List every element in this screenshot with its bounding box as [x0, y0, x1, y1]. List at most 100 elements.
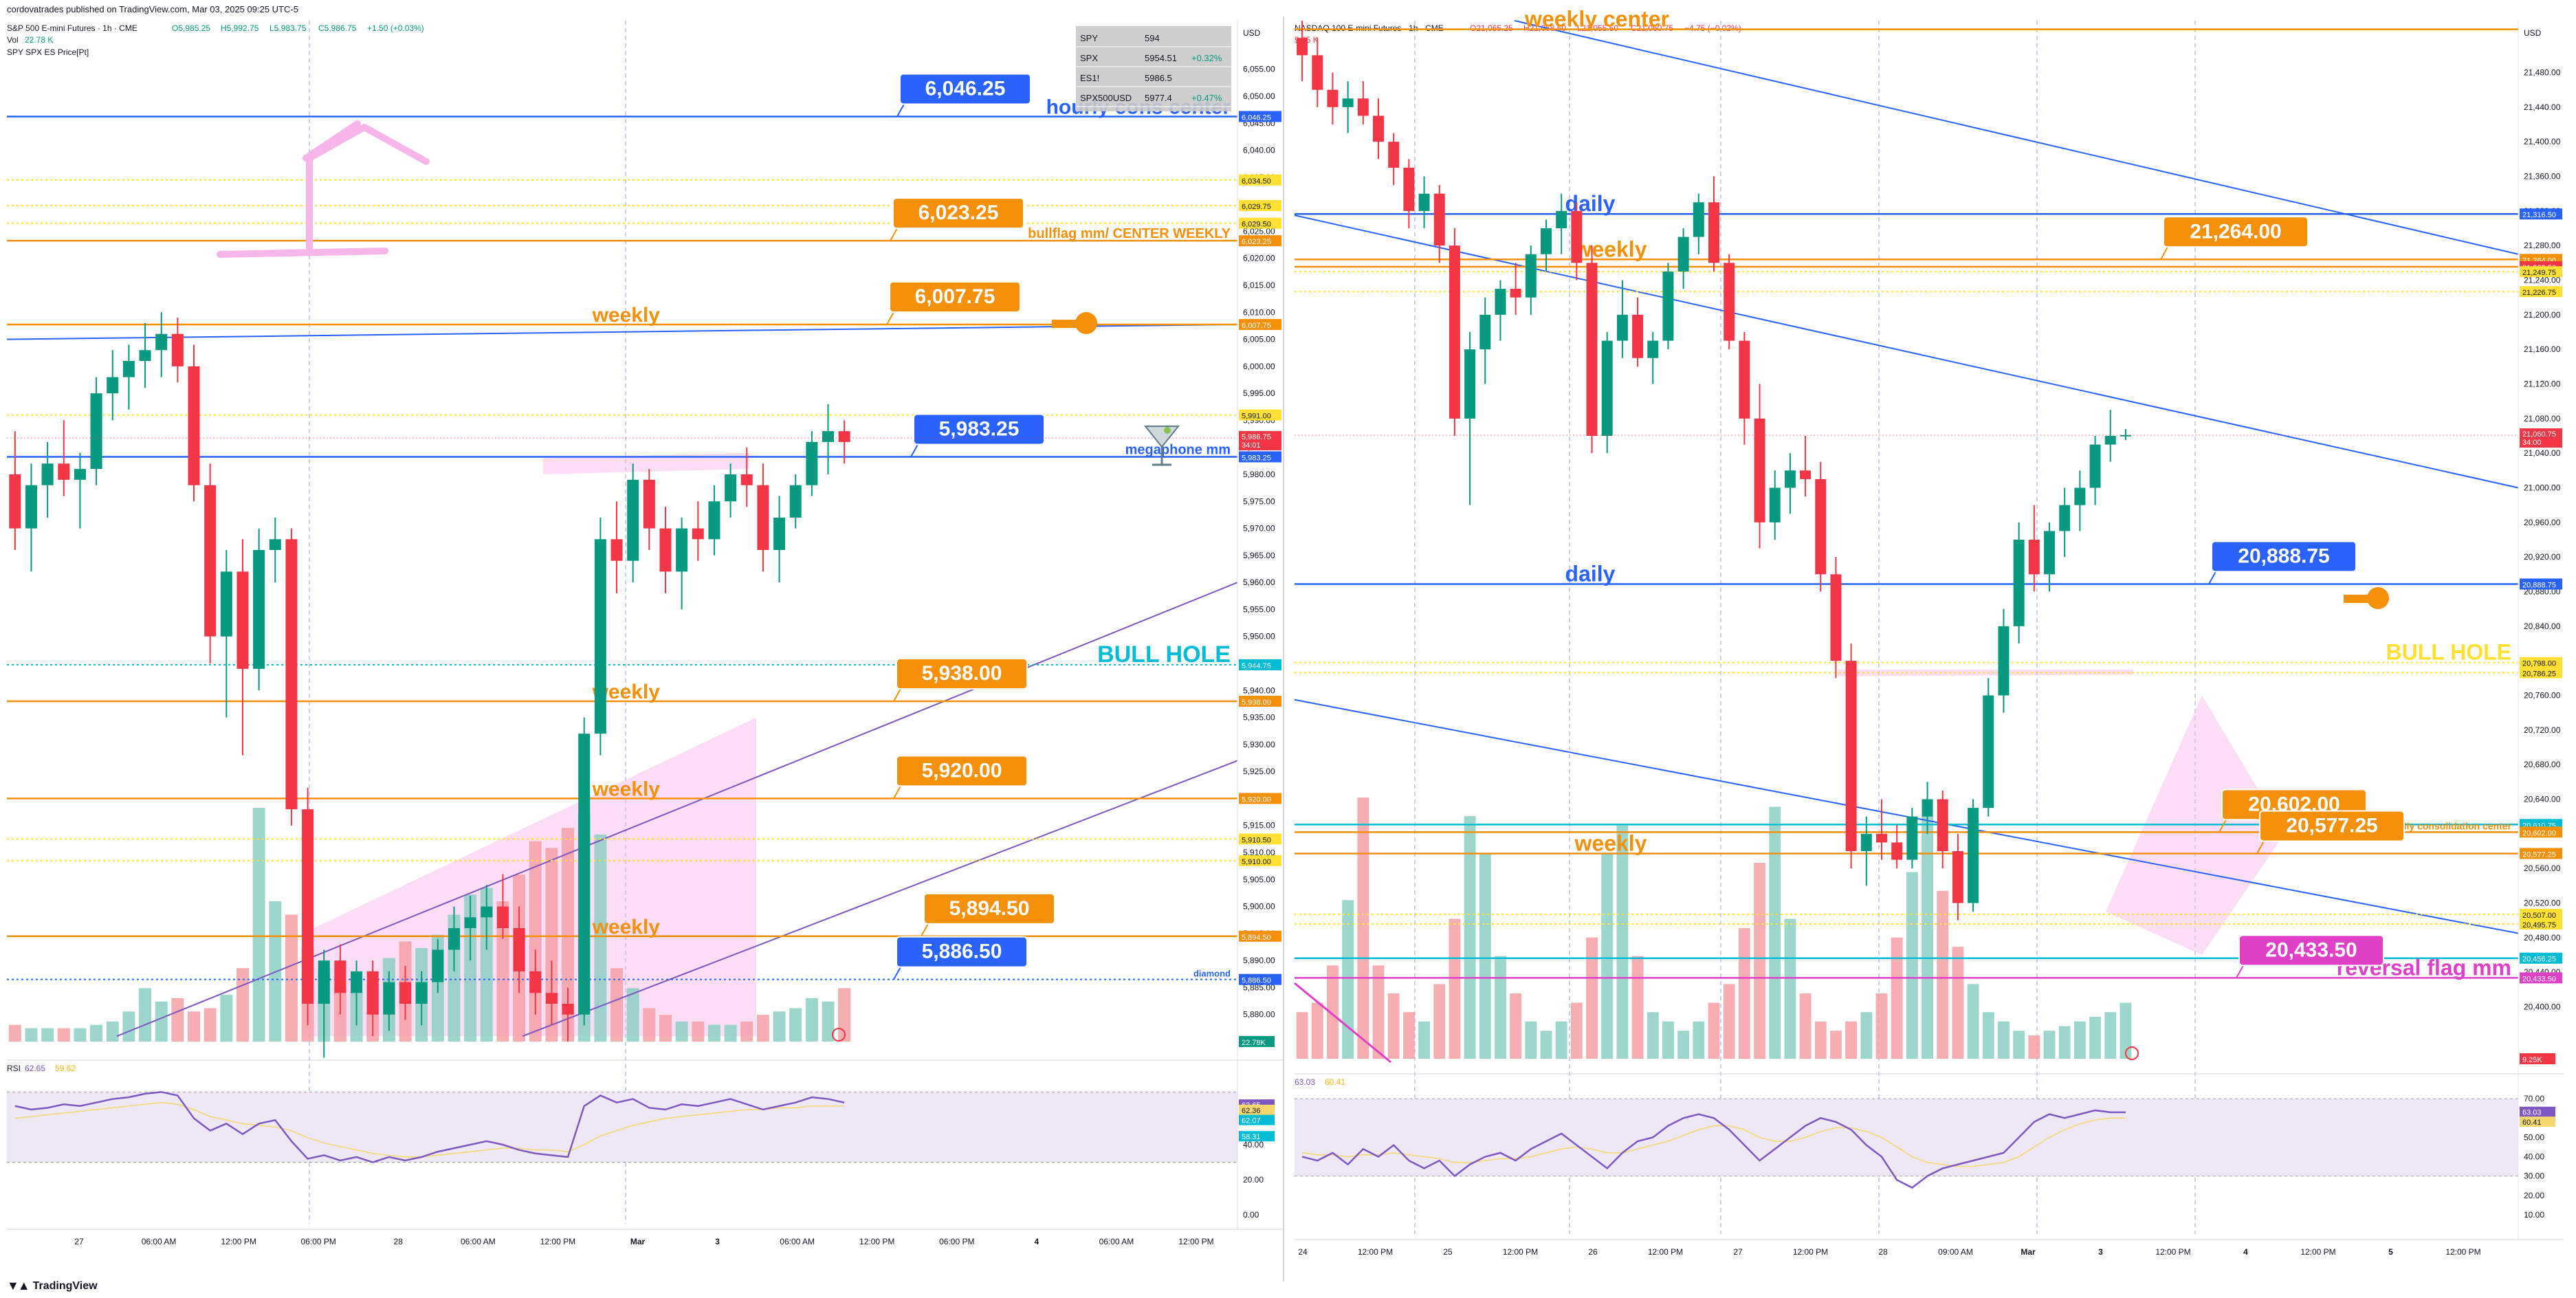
candle-body — [1510, 289, 1521, 298]
axis-price-tag-text: 21,249.75 — [2522, 269, 2556, 277]
price-table-symbol: SPX500USD — [1080, 93, 1132, 103]
candle-body — [236, 571, 249, 669]
axis-price-tag — [2520, 667, 2562, 679]
publish-caption: cordovatrades published on TradingView.c… — [7, 4, 298, 14]
volume-bar — [1311, 1002, 1323, 1059]
x-tick-label: Mar — [630, 1237, 646, 1246]
y-tick-label: 5,880.00 — [1243, 1010, 1275, 1020]
candle-body — [789, 485, 802, 518]
x-tick-label: 12:00 PM — [221, 1237, 256, 1246]
volume-bar — [1570, 1002, 1583, 1059]
candle-body — [838, 431, 850, 442]
candle-body — [610, 539, 623, 561]
axis-price-tag — [2520, 918, 2562, 930]
price-table-value: 5986.5 — [1145, 73, 1172, 83]
ohlc-c: C5,986.75 — [318, 23, 357, 33]
trend-line — [1294, 214, 2519, 489]
volume-bar — [1784, 918, 1796, 1059]
trend-line — [6, 323, 1238, 340]
level-label: bullflag mm/ CENTER WEEKLY — [1028, 226, 1231, 241]
candle-body — [1739, 340, 1750, 419]
rsi-tick-label: 20.00 — [1243, 1175, 1264, 1185]
candle-body — [318, 960, 330, 1004]
x-tick-label: 27 — [1733, 1247, 1743, 1257]
candle-body — [1830, 574, 1842, 661]
rsi-value: 63.03 — [1295, 1077, 1315, 1087]
candle-body — [1754, 418, 1765, 522]
volume-bar — [1738, 928, 1750, 1059]
axis-price-tag-text: 21,316.50 — [2522, 211, 2556, 219]
volume-bar — [155, 1001, 168, 1042]
price-table-value: 594 — [1145, 33, 1160, 43]
magenta-trend-line — [1294, 982, 1391, 1064]
candle-body — [496, 906, 509, 928]
axis-price-tag-text: 6,007.75 — [1242, 322, 1271, 330]
level-label: daily consolidation center — [2392, 820, 2511, 831]
y-tick-label: 20,760.00 — [2524, 691, 2561, 701]
x-tick-label: 27 — [74, 1237, 84, 1246]
axis-price-tag — [1239, 696, 1281, 707]
axis-price-tag — [2520, 286, 2562, 298]
symbol-title: NASDAQ 100 E-mini Futures · 1h · CME — [1295, 23, 1444, 33]
rsi-band — [7, 1092, 1237, 1163]
candle-body — [1891, 842, 1903, 860]
candle-body — [1998, 626, 2010, 696]
price-badge — [889, 280, 1021, 313]
y-tick-label: 5,970.00 — [1243, 524, 1275, 534]
volume-bar — [1982, 1012, 1994, 1059]
axis-price-tag — [1239, 200, 1281, 212]
price-badge-text: 5,894.50 — [949, 897, 1030, 920]
ohlc-h: H5,992.75 — [221, 23, 259, 33]
volume-bar — [1540, 1031, 1552, 1059]
axis-price-tag-text: 20,456.25 — [2522, 956, 2556, 964]
y-tick-label: 6,055.00 — [1243, 65, 1275, 74]
nq-chart[interactable]: NASDAQ 100 E-mini Futures · 1h · CME O21,… — [1288, 0, 2576, 1277]
candle-body — [171, 333, 184, 366]
key-icon-head — [2367, 587, 2389, 609]
volume-bar — [1402, 1012, 1415, 1059]
volume-bar — [2043, 1031, 2056, 1059]
level-label: weekly — [592, 304, 661, 327]
volume-bar — [659, 1015, 672, 1042]
volume-bar — [1372, 965, 1385, 1059]
rsi-axis-tag-text: 58.31 — [1242, 1133, 1261, 1141]
badge-pointer — [2236, 965, 2244, 978]
tradingview-logo[interactable]: ▼▲ TradingView — [7, 1279, 98, 1293]
axis-price-tag-text: 21,226.75 — [2522, 289, 2556, 297]
candle-body — [74, 469, 86, 480]
y-tick-label: 21,200.00 — [2524, 310, 2561, 320]
volume-bar — [756, 1015, 769, 1042]
candle-body — [1632, 314, 1644, 358]
level-label: weekly — [1574, 236, 1647, 261]
volume-bar — [106, 1021, 119, 1042]
level-label: weekly — [1574, 830, 1647, 855]
y-tick-label: 21,480.00 — [2524, 68, 2561, 78]
candle-body — [1708, 202, 1719, 263]
countdown-value: 34:00 — [2522, 439, 2542, 447]
volume-bar — [1677, 1031, 1690, 1059]
candle-body — [2028, 540, 2040, 575]
level-label: weekly center — [1524, 7, 1669, 32]
volume-bar — [1387, 993, 1400, 1059]
candle-body — [1601, 340, 1613, 436]
candle-body — [220, 571, 232, 637]
volume-bar — [1937, 890, 1949, 1059]
candle-body — [773, 517, 786, 550]
volume-bar — [610, 968, 624, 1042]
candle-body — [2104, 436, 2116, 445]
rsi-value: 62.65 — [25, 1064, 45, 1073]
y-tick-label: 20,640.00 — [2524, 795, 2561, 804]
price-badge-text: 21,264.00 — [2190, 220, 2281, 243]
candle-body — [2089, 444, 2101, 488]
current-price-value: 5,986.75 — [1242, 433, 1271, 441]
candle-body — [1327, 89, 1339, 107]
key-icon-shaft — [2344, 595, 2371, 603]
es-chart[interactable]: S&P 500 E-mini Futures · 1h · CME O5,985.… — [0, 0, 1283, 1277]
rsi-signal-line — [14, 1101, 845, 1158]
y-tick-label: 21,440.00 — [2524, 102, 2561, 112]
candle-body — [1541, 228, 1552, 254]
candle-body — [627, 479, 639, 561]
y-tick-label: 5,930.00 — [1243, 740, 1275, 749]
y-tick-label: 5,885.00 — [1243, 982, 1275, 992]
rsi-band — [1295, 1099, 2518, 1176]
